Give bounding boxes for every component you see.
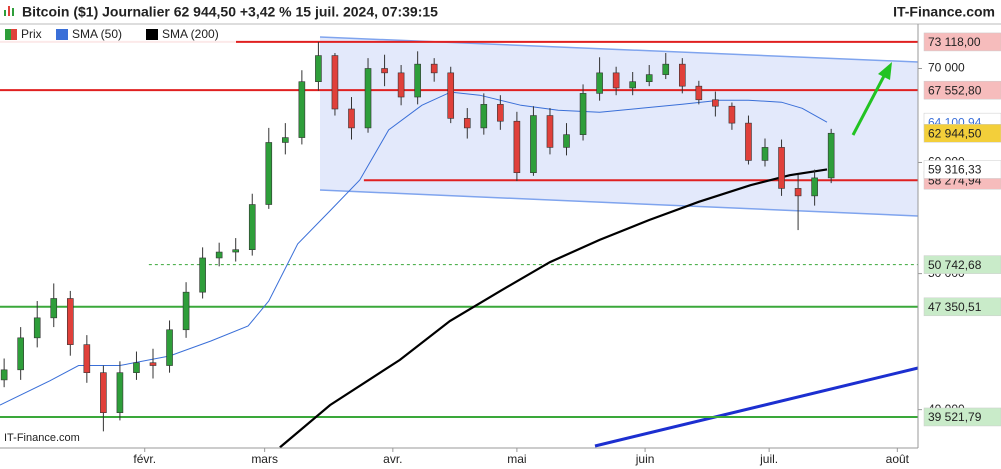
plot [0,40,918,449]
price-tag-label: 62 944,50 [928,126,982,140]
candle-body [133,362,140,373]
y-tick-label: 70 000 [928,61,965,75]
candle-body [447,72,455,119]
price-tag-label: 50 742,68 [928,258,982,272]
x-tick-label: avr. [383,452,402,466]
x-tick-label: mars [251,452,278,466]
candle-body [149,362,157,366]
price-tag-label: 39 521,79 [928,410,982,424]
channel-bottom [319,189,919,217]
candle-body [364,68,372,129]
candle-body [331,55,339,110]
candle-body [513,120,521,174]
candle-body [563,134,570,148]
x-tick-label: févr. [133,452,156,466]
price-tag [923,80,1001,100]
candle-body [17,337,24,371]
candle-body [596,72,603,94]
price-tag [923,297,1001,317]
logo [4,6,14,16]
candle-body [100,372,107,413]
x-tick-label: juil. [759,452,778,466]
candle-body [33,317,41,339]
trend-line [594,366,919,448]
price-tag-label: 73 118,00 [928,35,981,49]
legend-label: SMA (200) [162,27,219,41]
candle-body [348,108,355,129]
candle-body [794,188,802,197]
x-tick-label: mai [507,452,526,466]
candle-body [83,344,91,373]
legend-label: SMA (50) [72,27,122,41]
legend-label: Prix [21,27,42,41]
legend: Prix SMA (50) SMA (200) [0,26,236,43]
price-tag [923,124,1001,143]
candle-body [678,63,686,87]
x-tick-label: août [886,452,910,466]
channel-fill [320,37,918,216]
price-tag [923,407,1001,427]
legend-swatch-up [5,29,11,40]
candle-body [745,122,752,161]
candle-body [414,63,421,98]
source: IT-Finance.com [893,4,995,20]
x-tick-label: juin [635,452,655,466]
candle-body [397,72,405,98]
price-tag-label: 67 552,80 [928,83,982,97]
arrow-head [878,62,892,80]
watermark: IT-Finance.com [4,432,80,444]
candle-body [199,257,206,293]
candle-body [827,132,835,179]
candle-body [530,115,537,174]
candle-body [182,291,190,331]
candle-body [480,104,488,129]
candle-body [430,63,438,74]
price-tag [923,32,1001,52]
candle-body [728,105,736,124]
candle-body [546,115,554,148]
candle-body [811,177,818,197]
candle-body [50,298,58,319]
candle-body [232,249,240,253]
chart-title: Bitcoin ($1) Journalier 62 944,50 +3,42 … [22,4,438,20]
price-tag-label: 47 350,51 [928,300,982,314]
candle-body [215,251,223,259]
candle-body [778,147,785,189]
sma-line [279,168,828,449]
candle-body [761,147,769,161]
candle-body [612,72,620,89]
candle-body [116,372,124,413]
candle-body [166,329,173,366]
candle-body [315,55,322,82]
candle-body [645,74,653,82]
candle-body [579,93,587,135]
legend-swatch [56,29,68,40]
candle-body [463,118,471,129]
legend-swatch-down [11,29,17,40]
candle-body [265,142,273,205]
arrow-shaft [851,75,886,136]
candle-body [497,104,504,122]
legend-swatch [146,29,158,40]
candle-body [298,81,306,138]
candle-body [0,369,8,381]
price-tag [923,160,1001,179]
candle-body [662,63,670,75]
candle-body [712,99,719,107]
candle-body [695,85,703,101]
price-tag-label: 59 316,33 [928,163,982,177]
candle-body [248,204,256,250]
candle-body [66,298,74,345]
candle-body [381,68,388,74]
price-tag [923,255,1001,274]
candle-body [282,137,289,143]
candle-body [629,81,636,89]
